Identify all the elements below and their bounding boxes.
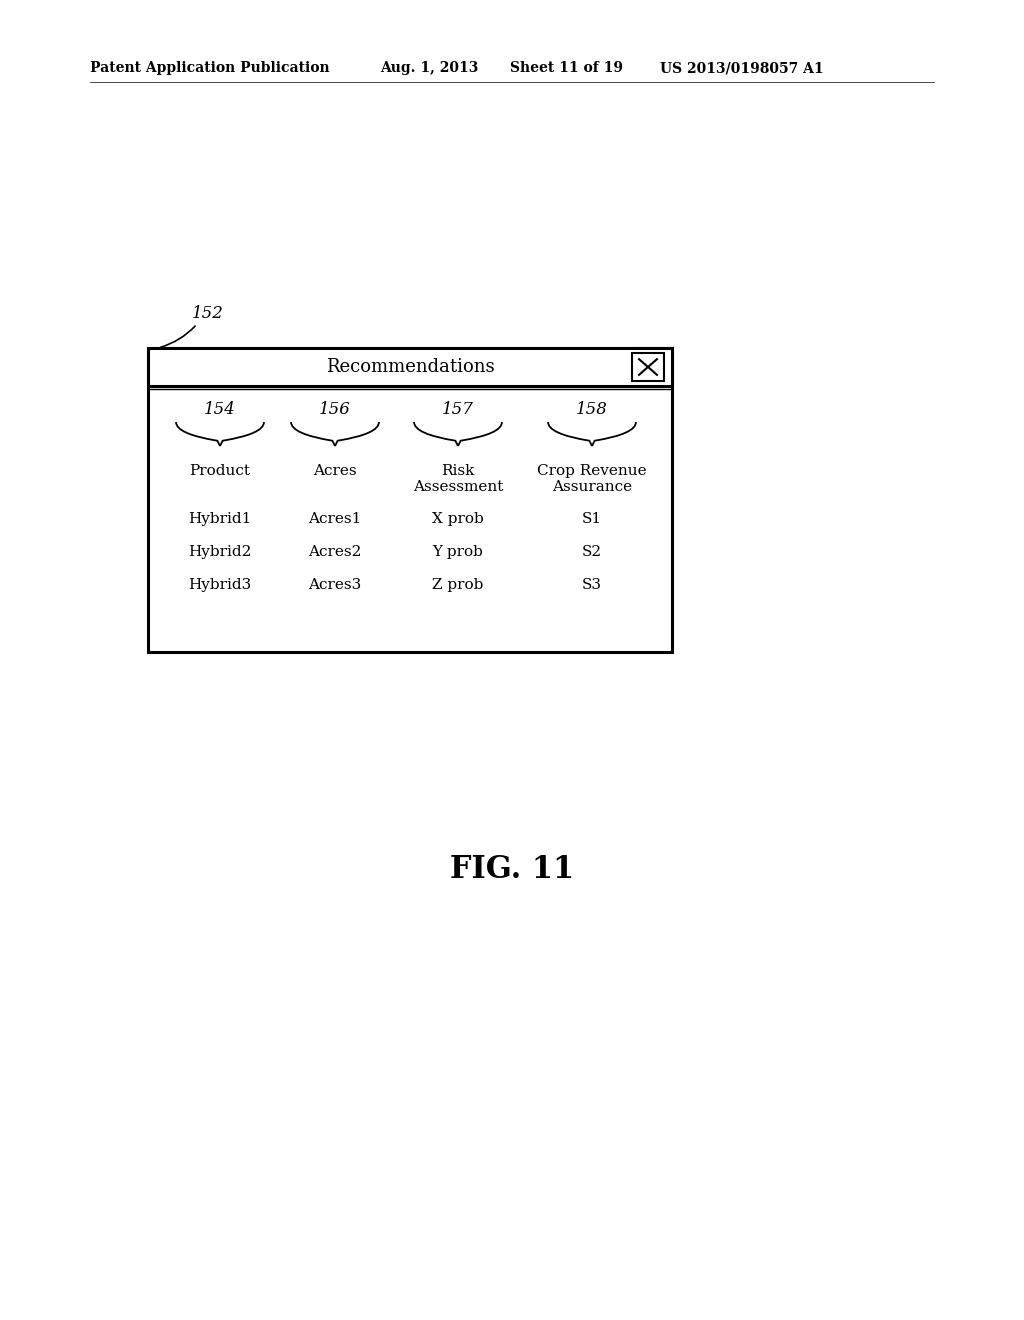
Text: Acres1: Acres1 [308, 512, 361, 525]
Text: Acres3: Acres3 [308, 578, 361, 591]
Text: Product: Product [189, 465, 251, 478]
Text: X prob: X prob [432, 512, 484, 525]
Polygon shape [148, 348, 672, 385]
Text: Recommendations: Recommendations [326, 358, 495, 376]
Text: Aug. 1, 2013: Aug. 1, 2013 [380, 61, 478, 75]
Text: Risk
Assessment: Risk Assessment [413, 465, 503, 494]
Text: Sheet 11 of 19: Sheet 11 of 19 [510, 61, 623, 75]
Text: 158: 158 [577, 401, 608, 418]
Text: Y prob: Y prob [432, 545, 483, 558]
Text: 152: 152 [193, 305, 224, 322]
Text: Hybrid1: Hybrid1 [188, 512, 252, 525]
Text: 156: 156 [319, 401, 351, 418]
Polygon shape [632, 352, 664, 381]
Text: 157: 157 [442, 401, 474, 418]
Text: Crop Revenue
Assurance: Crop Revenue Assurance [538, 465, 647, 494]
Text: Acres: Acres [313, 465, 356, 478]
Text: S3: S3 [582, 578, 602, 591]
Text: Acres2: Acres2 [308, 545, 361, 558]
Text: 154: 154 [204, 401, 236, 418]
Text: S2: S2 [582, 545, 602, 558]
Text: FIG. 11: FIG. 11 [450, 854, 574, 886]
Text: US 2013/0198057 A1: US 2013/0198057 A1 [660, 61, 823, 75]
Text: Patent Application Publication: Patent Application Publication [90, 61, 330, 75]
Text: Hybrid2: Hybrid2 [188, 545, 252, 558]
Text: Hybrid3: Hybrid3 [188, 578, 252, 591]
Text: S1: S1 [582, 512, 602, 525]
Text: Z prob: Z prob [432, 578, 483, 591]
